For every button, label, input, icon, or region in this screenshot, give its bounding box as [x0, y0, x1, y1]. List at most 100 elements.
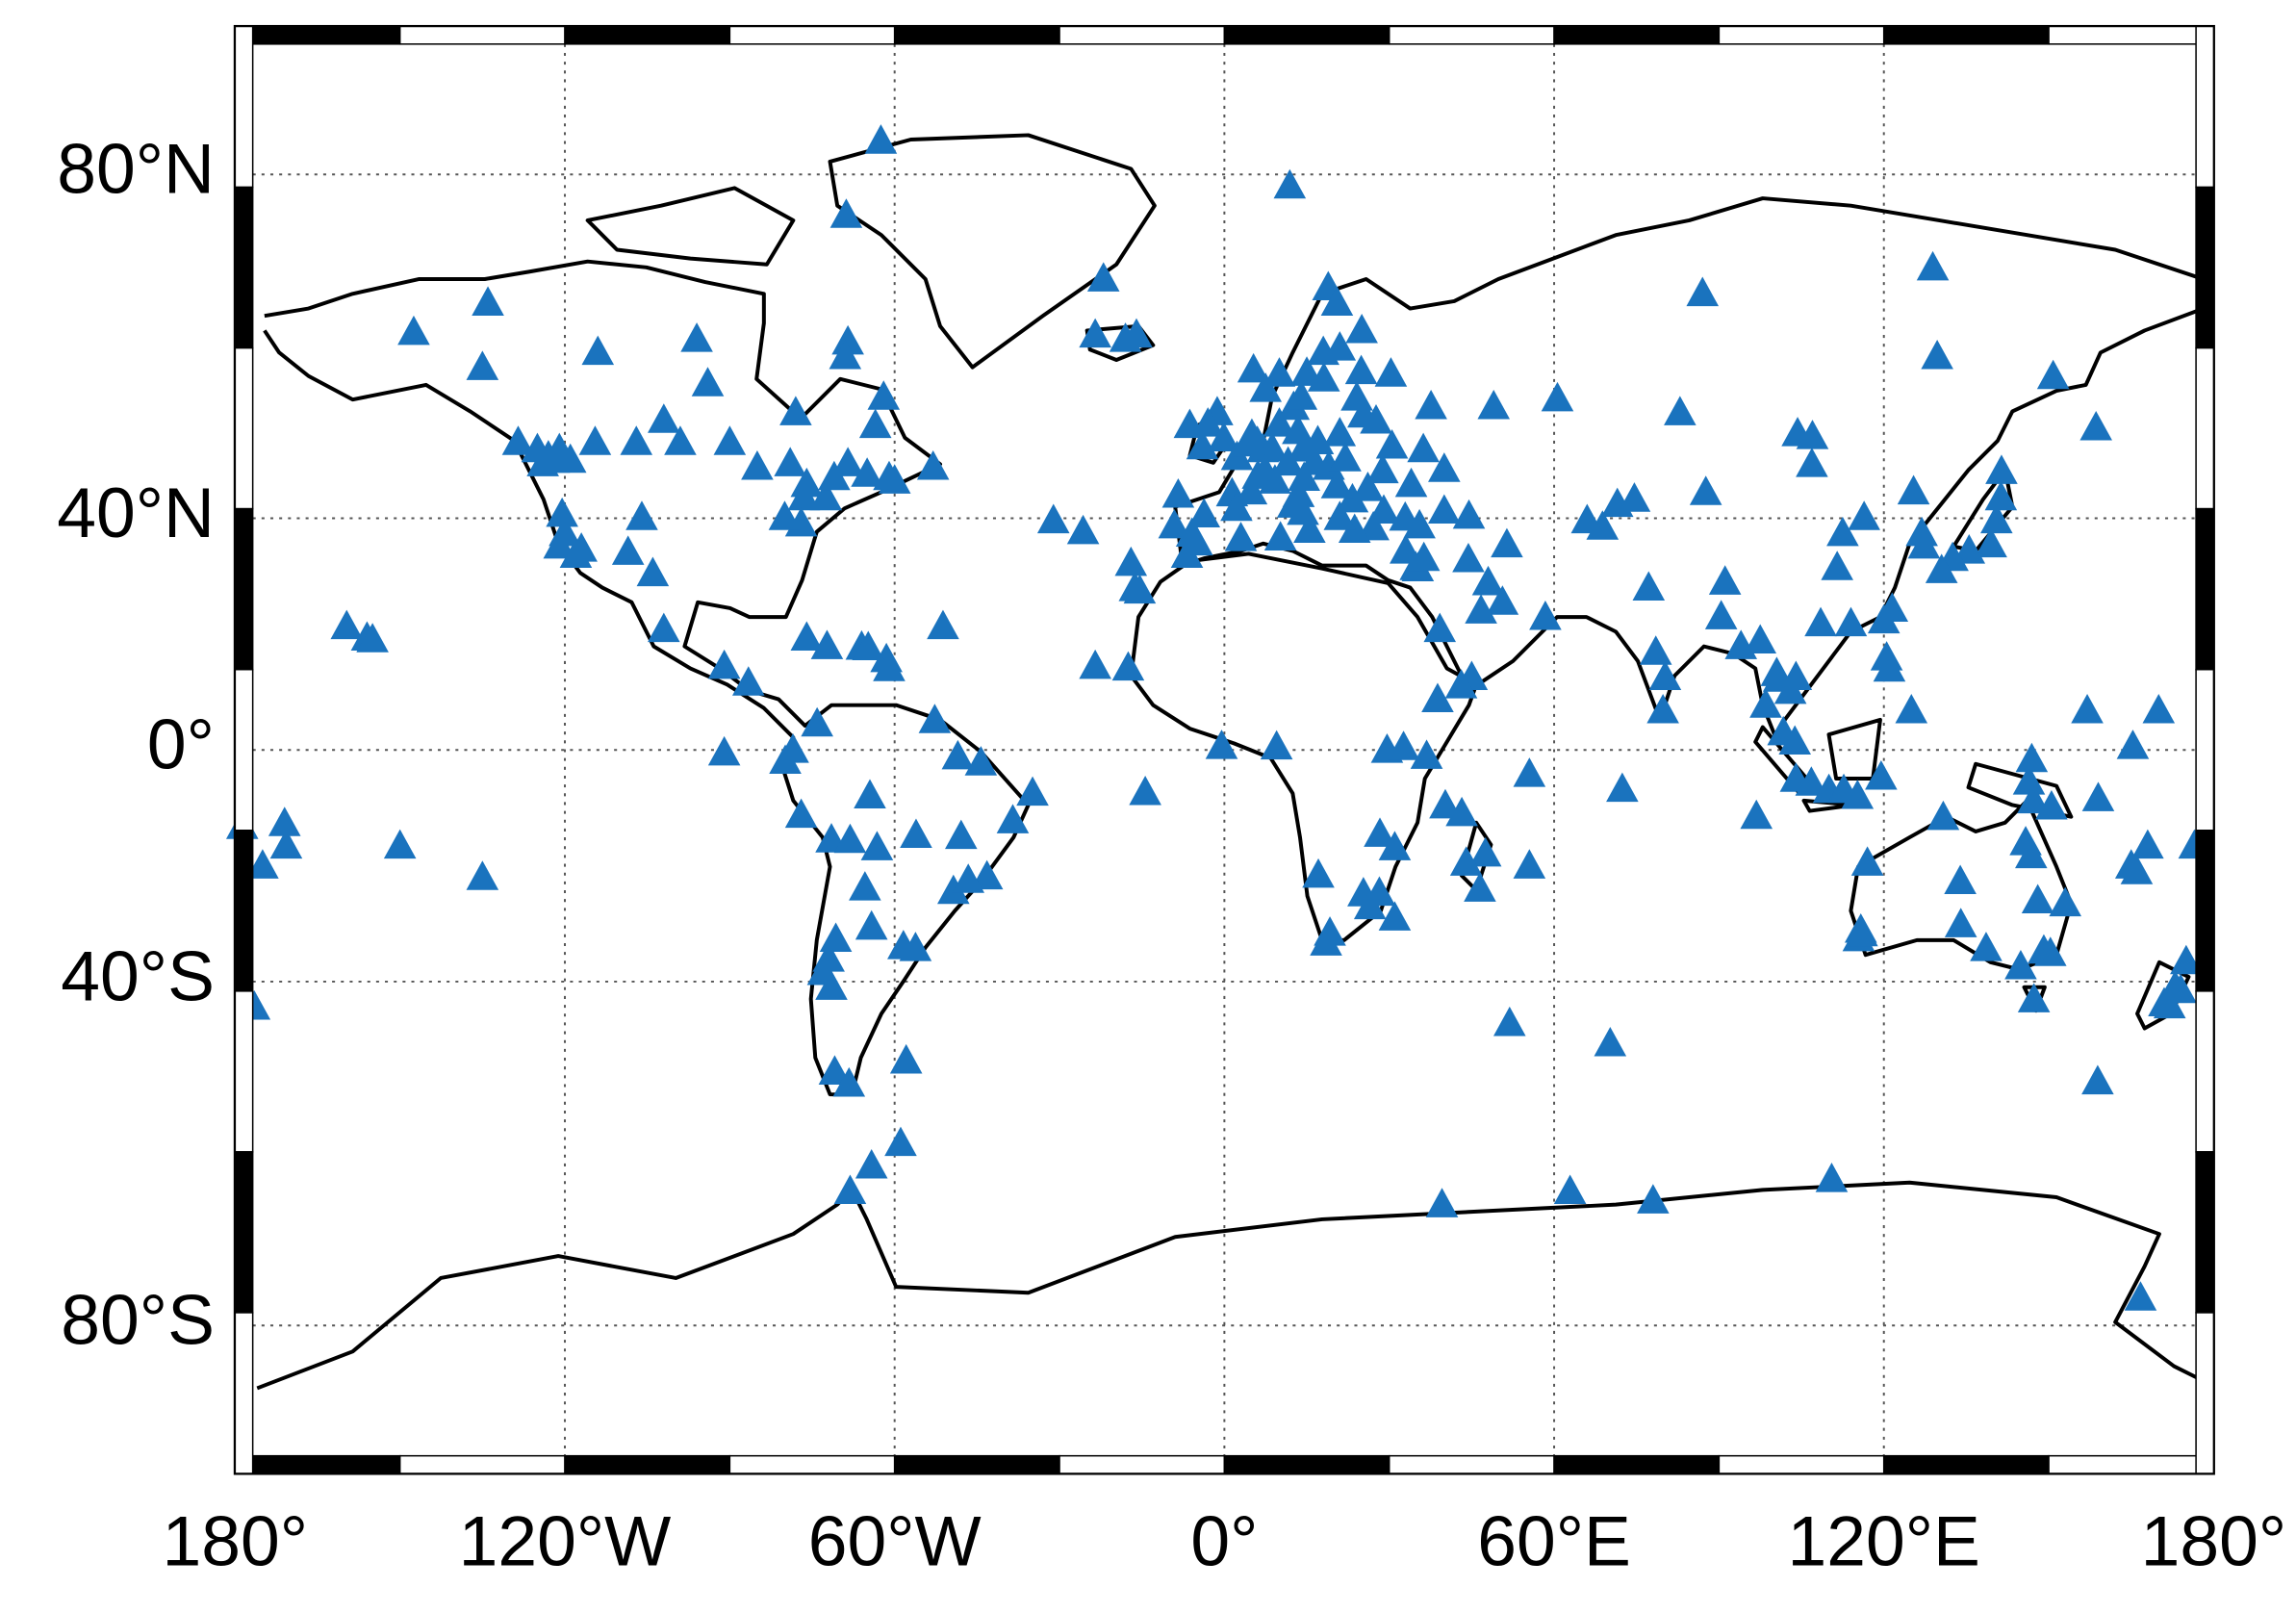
- station-marker: [1287, 431, 1320, 462]
- station-marker: [769, 744, 802, 774]
- station-marker: [713, 425, 747, 455]
- station-marker: [1016, 776, 1049, 806]
- station-marker: [543, 528, 576, 559]
- station-marker: [707, 649, 741, 679]
- station-marker: [1423, 612, 1457, 643]
- station-marker: [246, 849, 279, 879]
- station-marker: [818, 460, 851, 491]
- station-marker: [664, 425, 697, 455]
- station-marker: [546, 497, 578, 527]
- station-marker: [818, 1055, 852, 1085]
- station-marker: [1111, 651, 1145, 681]
- station-marker: [1970, 932, 2003, 961]
- frame-stripe: [564, 1454, 731, 1474]
- station-marker: [918, 704, 952, 733]
- x-tick-label: 0°: [1190, 1502, 1258, 1581]
- station-marker: [1449, 846, 1483, 876]
- station-marker: [1926, 800, 1960, 831]
- frame-stripe: [728, 25, 896, 45]
- station-marker: [801, 706, 833, 737]
- station-marker: [1109, 322, 1142, 352]
- station-marker: [2017, 783, 2050, 814]
- station-marker: [1378, 901, 1412, 931]
- station-marker: [1646, 693, 1679, 724]
- station-marker: [501, 425, 535, 455]
- x-tick-label: 180°: [2141, 1502, 2287, 1581]
- station-marker: [1123, 574, 1157, 604]
- station-marker: [1639, 635, 1672, 665]
- station-marker: [1815, 1163, 1849, 1192]
- x-tick-label: 120°E: [1788, 1502, 1980, 1581]
- station-marker: [1323, 500, 1357, 530]
- station-marker: [1796, 420, 1829, 449]
- station-marker: [2017, 983, 2051, 1012]
- station-marker: [1079, 649, 1111, 679]
- station-marker: [774, 447, 806, 476]
- station-marker: [2009, 826, 2042, 856]
- station-marker: [854, 779, 886, 808]
- station-marker: [1850, 846, 1884, 876]
- station-marker: [1984, 480, 2018, 511]
- station-marker: [1375, 428, 1409, 459]
- station-marker: [1288, 461, 1320, 492]
- station-marker: [927, 609, 959, 640]
- station-marker: [1205, 730, 1238, 759]
- x-tick-label: 180°: [163, 1502, 309, 1581]
- station-marker: [1421, 682, 1454, 713]
- station-marker: [1407, 541, 1441, 572]
- station-marker: [648, 612, 680, 643]
- coastline: [256, 1180, 2205, 1391]
- frame-stripe: [234, 507, 254, 671]
- station-marker: [1944, 908, 1977, 937]
- station-marker: [1740, 799, 1773, 830]
- coastline: [828, 133, 1157, 370]
- station-marker: [1403, 508, 1436, 539]
- station-marker: [1821, 550, 1853, 580]
- station-marker: [1708, 565, 1742, 595]
- station-marker: [945, 819, 978, 850]
- station-marker: [2004, 949, 2037, 980]
- station-marker: [867, 380, 901, 410]
- station-marker: [852, 630, 885, 661]
- frame-stripe: [2048, 25, 2215, 45]
- frame-stripe: [1718, 25, 1885, 45]
- station-marker: [768, 500, 802, 530]
- station-marker: [1600, 487, 1634, 518]
- station-marker: [1260, 730, 1293, 760]
- station-marker: [2116, 730, 2150, 759]
- station-marker: [829, 340, 862, 370]
- station-marker: [1428, 452, 1461, 482]
- station-marker: [691, 367, 725, 397]
- map-frame: [233, 24, 2215, 1475]
- station-marker: [864, 124, 898, 154]
- station-marker: [1394, 467, 1428, 498]
- station-marker: [648, 403, 680, 433]
- station-marker: [1220, 491, 1253, 522]
- station-marker: [1263, 521, 1297, 550]
- station-marker: [1749, 688, 1782, 718]
- frame-stripe: [1882, 25, 2050, 45]
- frame-stripe: [234, 829, 254, 992]
- frame-stripe: [2195, 25, 2215, 189]
- station-marker: [1114, 546, 1148, 576]
- frame-stripe: [234, 990, 254, 1153]
- frame-stripe: [398, 1454, 566, 1474]
- station-marker: [1285, 380, 1318, 410]
- station-marker: [916, 450, 950, 480]
- station-marker: [1364, 817, 1396, 847]
- station-marker: [1161, 478, 1195, 508]
- station-marker: [1320, 469, 1354, 499]
- frame-stripe: [2195, 1312, 2215, 1474]
- station-marker: [1320, 286, 1354, 316]
- station-marker: [1329, 442, 1362, 472]
- station-marker: [941, 739, 975, 770]
- station-marker: [937, 874, 970, 905]
- station-marker: [1425, 1188, 1459, 1217]
- frame-stripe: [564, 25, 731, 45]
- station-marker: [855, 909, 888, 940]
- frame-stripe: [2195, 346, 2215, 510]
- station-marker: [1921, 340, 1953, 370]
- station-marker: [1249, 372, 1282, 402]
- station-marker: [887, 930, 920, 960]
- station-marker: [790, 621, 824, 652]
